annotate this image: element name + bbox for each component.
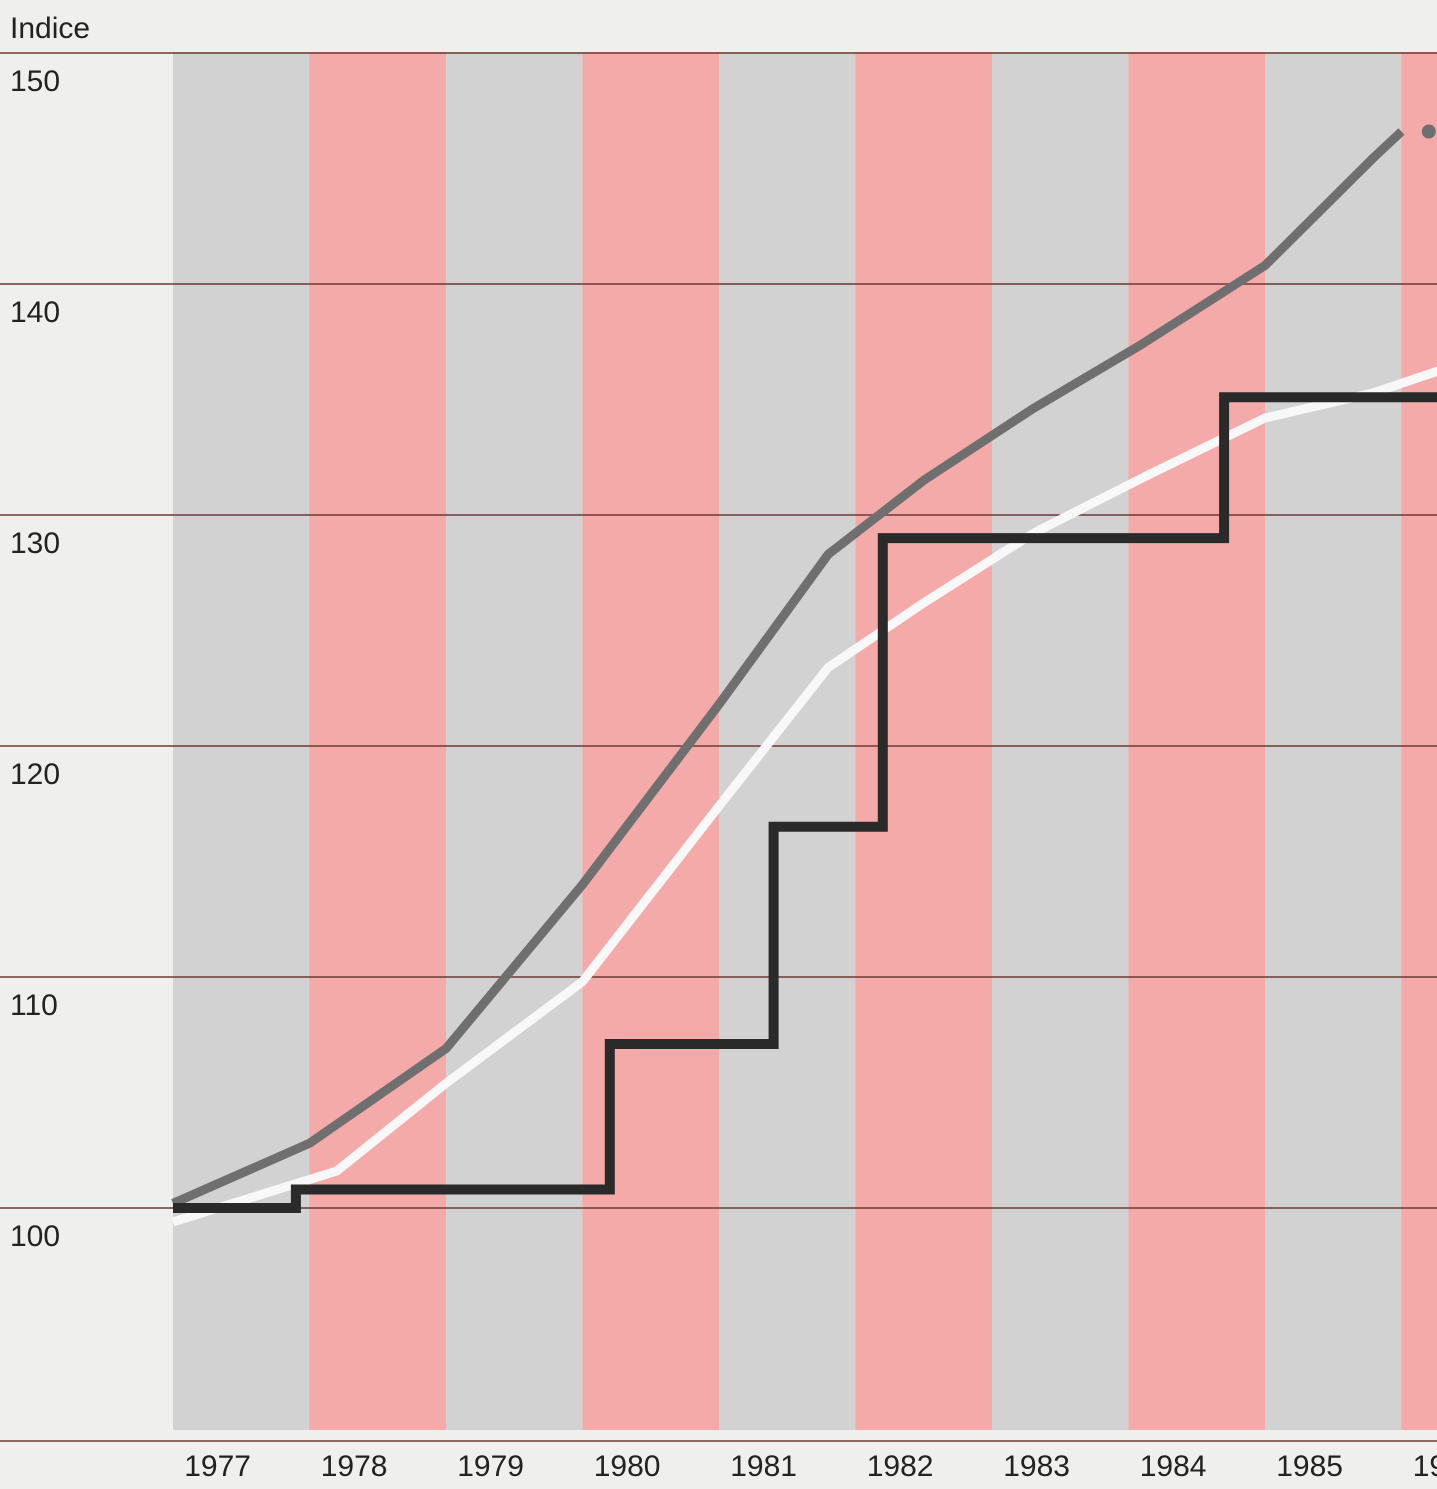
x-tick-label: 1982: [867, 1450, 934, 1483]
x-tick-label: 1978: [321, 1450, 388, 1483]
background-band: [992, 52, 1129, 1430]
background-band: [446, 52, 583, 1430]
background-band: [173, 52, 310, 1430]
background-band: [1129, 52, 1266, 1430]
x-tick-label: 1986: [1413, 1450, 1437, 1483]
background-band: [1265, 52, 1402, 1430]
y-tick-label: 120: [10, 758, 60, 791]
y-tick-label: 150: [10, 65, 60, 98]
data-point: [1422, 125, 1436, 139]
background-band: [583, 52, 720, 1430]
background-band: [719, 52, 856, 1430]
x-tick-label: 1977: [184, 1450, 251, 1483]
x-tick-label: 1984: [1140, 1450, 1207, 1483]
x-tick-label: 1979: [457, 1450, 524, 1483]
x-tick-label: 1983: [1003, 1450, 1070, 1483]
x-tick-label: 1985: [1276, 1450, 1343, 1483]
y-tick-label: 100: [10, 1220, 60, 1253]
background-band: [1402, 52, 1437, 1430]
x-tick-labels: 1977 1978 1979 1980 1981 1982 1983 1984 1985 1986…: [184, 1450, 1437, 1483]
y-tick-label: 110: [10, 989, 58, 1022]
background-band: [856, 52, 993, 1430]
background-band: [310, 52, 447, 1430]
background-bands: [173, 52, 1437, 1430]
x-tick-label: 1981: [730, 1450, 797, 1483]
y-axis-label: Indice: [10, 12, 90, 45]
y-tick-label: 140: [10, 296, 60, 329]
x-tick-label: 1980: [594, 1450, 661, 1483]
y-tick-label: 130: [10, 527, 60, 560]
